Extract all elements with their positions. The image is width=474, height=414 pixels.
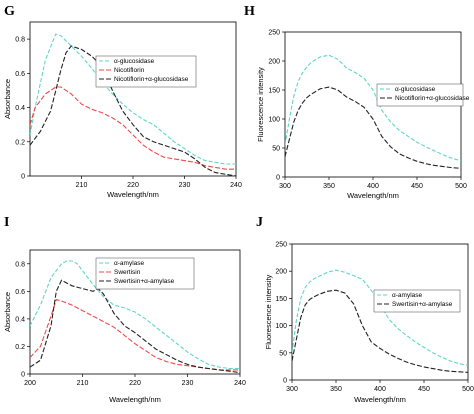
legend-label: α-glucosidase	[114, 58, 155, 65]
y-tick-label: 0.6	[15, 289, 25, 296]
x-tick-label: 400	[374, 386, 386, 393]
x-tick-label: 500	[462, 386, 474, 393]
legend-label: Swertisin	[114, 269, 141, 276]
panel-letter-g: G	[4, 4, 15, 19]
x-axis-label: Wavelength/nm	[107, 190, 159, 199]
legend-label: Nicotiflorin+α-glucosidase	[114, 76, 189, 83]
x-axis-label: Wavelength/nm	[109, 395, 161, 404]
series-line-enzyme	[292, 269, 468, 366]
y-tick-label: 100	[268, 117, 280, 124]
panel-letter-i: I	[4, 215, 10, 230]
y-tick-label: 250	[275, 242, 287, 249]
x-axis-label: Wavelength/nm	[347, 191, 399, 200]
chart-g: 210 220 230 240 0 0.2 0.4 0.6 0.8 Wavelength/nm Ab…	[3, 21, 242, 199]
y-tick-label: 0	[276, 175, 280, 182]
plot-frame	[29, 21, 237, 177]
chart-i: 200 210 220 230 240 0 0.2 0.4 0.6 0.8 Wavelength/n…	[3, 249, 246, 404]
series-line-compound	[30, 86, 236, 170]
x-tick-label: 300	[279, 183, 291, 190]
x-axis-label: Wavelength/nm	[354, 395, 406, 404]
chart-j: 300 350 400 450 500 0 50 100 150 200 250 Wavelength…	[264, 242, 474, 405]
x-tick-label: 240	[234, 380, 246, 387]
series-line-complex	[30, 279, 240, 374]
x-tick-label: 210	[77, 380, 89, 387]
x-tick-label: 450	[411, 183, 423, 190]
series-line-enzyme	[30, 33, 236, 165]
y-tick-label: 0.8	[15, 37, 25, 44]
series-line-complex	[30, 45, 236, 176]
legend: α-amylase Swertisin Swertisin+α-amylase	[95, 257, 195, 290]
legend-label: Nicotiflorin	[114, 67, 145, 74]
y-tick-label: 0.6	[15, 71, 25, 78]
legend-label: α-amylase	[392, 292, 423, 299]
y-tick-label: 0.2	[15, 139, 25, 146]
x-tick-label: 220	[127, 182, 139, 189]
legend-box	[95, 257, 195, 290]
x-tick-label: 350	[330, 386, 342, 393]
y-tick-label: 0.4	[15, 316, 25, 323]
y-tick-label: 250	[268, 30, 280, 37]
y-axis-label: Absorbance	[3, 292, 12, 332]
y-tick-label: 0	[283, 378, 287, 385]
panel-letter-j: J	[256, 215, 263, 230]
x-tick-label: 350	[323, 183, 335, 190]
x-tick-label: 210	[76, 182, 88, 189]
y-tick-label: 50	[272, 146, 280, 153]
x-tick-label: 240	[230, 182, 242, 189]
x-tick-label: 230	[179, 182, 191, 189]
series-line-complex	[292, 289, 468, 373]
legend: α-glucosidase Nicotiflorin+α-glucosidase	[376, 83, 470, 107]
legend-label: Nicotiflorin+α-glucosidase	[395, 95, 470, 102]
legend-label: Swertisin+α-amylase	[114, 278, 175, 285]
series-line-enzyme	[30, 260, 240, 370]
legend-box	[376, 83, 464, 107]
y-tick-label: 0.8	[15, 261, 25, 268]
series-line-complex	[285, 86, 461, 169]
y-tick-label: 0.4	[15, 105, 25, 112]
x-tick-label: 200	[24, 380, 36, 387]
legend-box	[373, 289, 461, 313]
legend-label: Swertisin+α-amylase	[392, 301, 453, 308]
legend-label: α-glucosidase	[395, 86, 436, 93]
y-tick-label: 100	[275, 323, 287, 330]
legend: α-amylase Swertisin+α-amylase	[373, 289, 461, 313]
x-tick-label: 450	[418, 386, 430, 393]
y-tick-label: 0.2	[15, 344, 25, 351]
x-tick-label: 400	[367, 183, 379, 190]
chart-h: 300 350 400 450 500 0 50 100 150 200 250 Wavelength…	[256, 30, 470, 201]
y-tick-label: 0	[21, 174, 25, 181]
y-tick-label: 200	[275, 269, 287, 276]
y-tick-label: 200	[268, 59, 280, 66]
y-tick-label: 50	[279, 350, 287, 357]
x-tick-label: 220	[129, 380, 141, 387]
x-tick-label: 230	[182, 380, 194, 387]
legend-box	[95, 55, 197, 88]
legend-label: α-amylase	[114, 260, 145, 267]
x-tick-label: 500	[455, 183, 467, 190]
series-line-enzyme	[285, 54, 461, 162]
y-tick-label: 150	[275, 296, 287, 303]
x-tick-label: 300	[286, 386, 298, 393]
legend: α-glucosidase Nicotiflorin Nicotiflorin+α-…	[95, 55, 197, 88]
series-line-compound	[30, 298, 240, 371]
y-axis-label: Absorbance	[3, 79, 12, 119]
panel-letter-h: H	[244, 4, 255, 19]
y-axis-label: Fluorescence intensity	[256, 67, 265, 142]
y-tick-label: 150	[268, 88, 280, 95]
y-tick-label: 0	[21, 372, 25, 379]
y-axis-label: Fluorescence intensity	[264, 274, 273, 349]
